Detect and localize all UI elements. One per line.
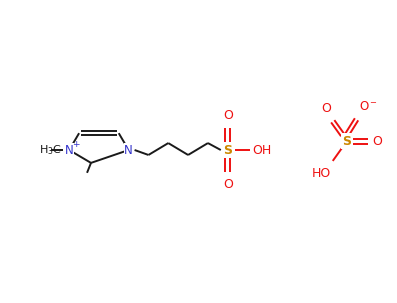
Text: OH: OH <box>252 144 272 157</box>
Text: O: O <box>223 109 233 122</box>
Text: N: N <box>124 144 133 157</box>
Text: S: S <box>223 144 232 157</box>
Text: HO: HO <box>312 167 331 180</box>
Text: O: O <box>223 178 233 191</box>
Text: S: S <box>342 135 351 148</box>
Text: O$^-$: O$^-$ <box>358 100 378 113</box>
Text: O: O <box>372 135 382 148</box>
Text: N: N <box>65 144 73 157</box>
Text: +: + <box>72 140 80 148</box>
Text: O: O <box>321 102 331 115</box>
Text: H$_3$C: H$_3$C <box>39 143 62 157</box>
